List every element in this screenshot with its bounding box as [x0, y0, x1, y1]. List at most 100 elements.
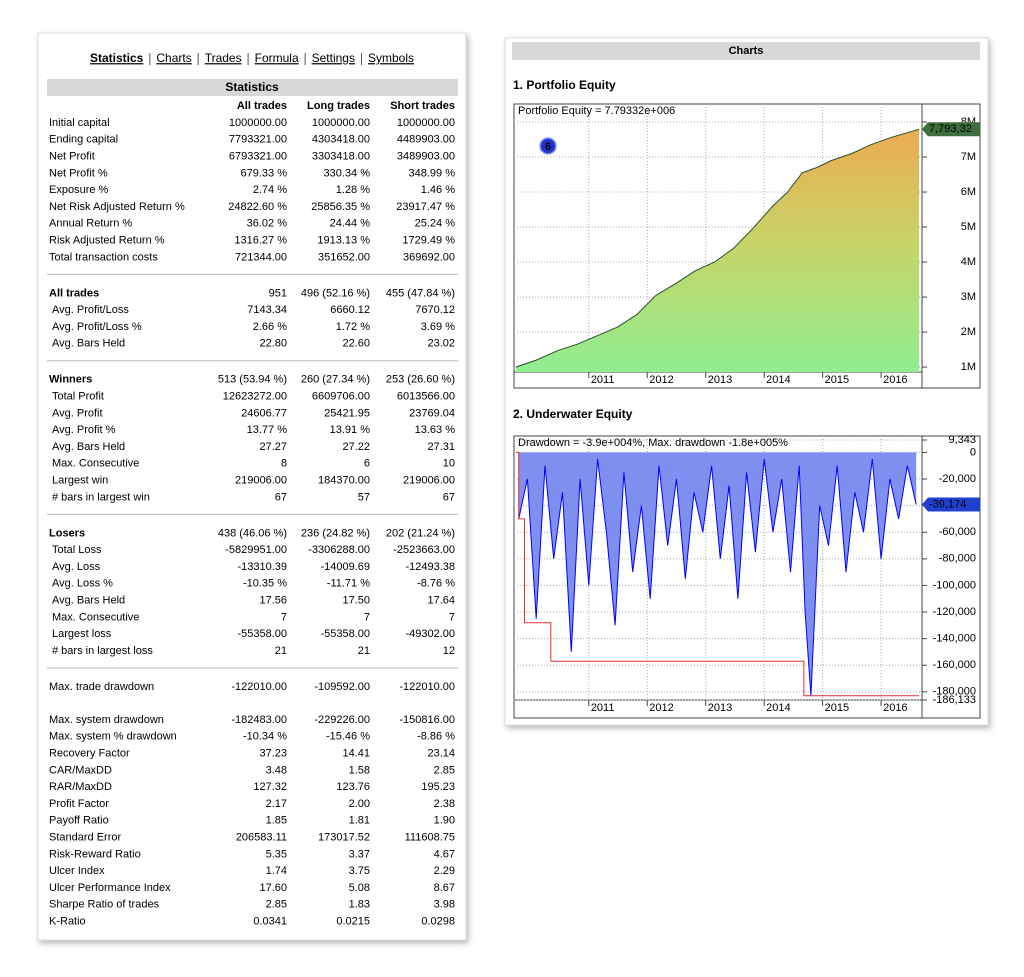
stats-title-bar — [47, 79, 458, 96]
row-label: CAR/MaxDD — [49, 764, 112, 776]
row-value: 27.22 — [342, 441, 370, 453]
row-label: Risk Adjusted Return % — [49, 235, 165, 247]
row-value: 17.56 — [259, 595, 287, 607]
column-header: Short trades — [390, 100, 455, 112]
nav-link[interactable]: Formula — [255, 51, 299, 65]
row-value: 253 (26.60 %) — [386, 374, 455, 386]
row-value: 7 — [281, 611, 287, 623]
row-value: 24606.77 — [241, 407, 287, 419]
y-tick-label: 1M — [961, 361, 976, 373]
y-tick-label: -120,000 — [933, 606, 976, 618]
row-value: 8.67 — [434, 882, 455, 894]
y-tick-label: -20,000 — [939, 473, 976, 485]
x-tick-label: 2016 — [883, 702, 907, 714]
row-value: 7 — [449, 611, 455, 623]
row-label: Largest loss — [52, 628, 112, 640]
row-label: Total Loss — [52, 544, 102, 556]
x-tick-label: 2013 — [708, 374, 732, 386]
row-value: 0.0341 — [253, 916, 287, 928]
row-value: 25856.35 % — [311, 201, 370, 213]
row-value: 3.48 — [266, 764, 287, 776]
row-value: 7793321.00 — [229, 134, 287, 146]
row-value: 3.37 — [349, 848, 370, 860]
x-tick-label: 2014 — [766, 702, 790, 714]
x-tick-label: 2015 — [825, 702, 849, 714]
row-value: 22.60 — [342, 338, 370, 350]
row-value: 7670.12 — [415, 304, 455, 316]
row-value: -8.86 % — [417, 731, 455, 743]
x-tick-label: 2011 — [591, 374, 615, 386]
nav-link[interactable]: Trades — [205, 51, 242, 65]
row-value: 1.58 — [349, 764, 370, 776]
nav-link[interactable]: Symbols — [368, 51, 414, 65]
row-value: -12493.38 — [405, 561, 455, 573]
row-label: Max. system % drawdown — [49, 731, 177, 743]
x-tick-label: 2012 — [649, 374, 673, 386]
row-label: Total transaction costs — [49, 251, 158, 263]
series-area — [515, 129, 920, 372]
row-value: 2.85 — [266, 899, 287, 911]
series-line — [518, 459, 917, 696]
y-tick-label: 6M — [961, 186, 976, 198]
row-label: # bars in largest loss — [52, 645, 153, 657]
row-value: 17.60 — [259, 882, 287, 894]
chart-heading: 1. Portfolio Equity — [513, 78, 616, 92]
row-value: 6 — [364, 458, 370, 470]
x-tick-label: 2012 — [649, 702, 673, 714]
badge — [539, 137, 557, 155]
row-value: 1.85 — [266, 815, 287, 827]
y-tick-label: 4M — [961, 256, 976, 268]
row-value: 67 — [275, 491, 287, 503]
row-label: Risk-Reward Ratio — [49, 848, 141, 860]
chart-caption: Drawdown = -3.9e+004%, Max. drawdown -1.… — [518, 437, 788, 449]
row-value: 202 (21.24 %) — [386, 527, 455, 539]
row-label: Payoff Ratio — [49, 815, 109, 827]
row-label: Max. Consecutive — [52, 458, 139, 470]
row-value: -55358.00 — [320, 628, 370, 640]
row-value: -49302.00 — [405, 628, 455, 640]
row-value: 0.0298 — [421, 916, 455, 928]
y-tick-label: 0 — [970, 446, 976, 458]
row-label: Net Profit % — [49, 167, 108, 179]
row-value: 12623272.00 — [223, 391, 287, 403]
y-tick-label: 9,343 — [948, 434, 976, 446]
row-value: 37.23 — [259, 748, 287, 760]
nav-link[interactable]: Charts — [156, 51, 191, 65]
y-tick-label: -180,000 — [933, 686, 976, 698]
row-value: 23.02 — [427, 338, 455, 350]
row-value: 6660.12 — [330, 304, 370, 316]
nav-link[interactable]: Statistics — [90, 51, 144, 65]
row-label: Losers — [49, 527, 85, 539]
row-label: Winners — [49, 374, 92, 386]
row-label: Total Profit — [52, 391, 104, 403]
row-value: 13.63 % — [415, 424, 456, 436]
charts-title-bar — [512, 42, 980, 60]
series-area — [518, 452, 917, 696]
y-tick-label: -140,000 — [933, 633, 976, 645]
row-label: Max. system drawdown — [49, 714, 164, 726]
row-label: Avg. Profit/Loss — [52, 304, 129, 316]
stats-title: Statistics — [225, 80, 279, 94]
row-value: 219006.00 — [235, 475, 287, 487]
row-label: Sharpe Ratio of trades — [49, 899, 160, 911]
row-value: 2.38 — [434, 798, 455, 810]
x-tick-label: 2011 — [591, 702, 615, 714]
last-value-label: -39,174 — [929, 498, 966, 510]
row-label: Exposure % — [49, 184, 109, 196]
nav-link[interactable]: Settings — [312, 51, 355, 65]
row-value: 23917.47 % — [396, 201, 455, 213]
row-label: Initial capital — [49, 117, 110, 129]
y-tick-label: -60,000 — [939, 526, 976, 538]
row-value: 330.34 % — [324, 167, 371, 179]
row-label: Net Profit — [49, 151, 95, 163]
row-value: 1.28 % — [336, 184, 370, 196]
column-header: All trades — [237, 100, 287, 112]
row-value: 195.23 — [421, 781, 455, 793]
row-value: 24.44 % — [330, 218, 371, 230]
row-label: Annual Return % — [49, 218, 132, 230]
row-value: -122010.00 — [399, 681, 455, 693]
row-value: 1316.27 % — [234, 235, 287, 247]
row-value: 27.31 — [427, 441, 455, 453]
y-tick-label: 2M — [961, 326, 976, 338]
row-value: 951 — [269, 287, 287, 299]
